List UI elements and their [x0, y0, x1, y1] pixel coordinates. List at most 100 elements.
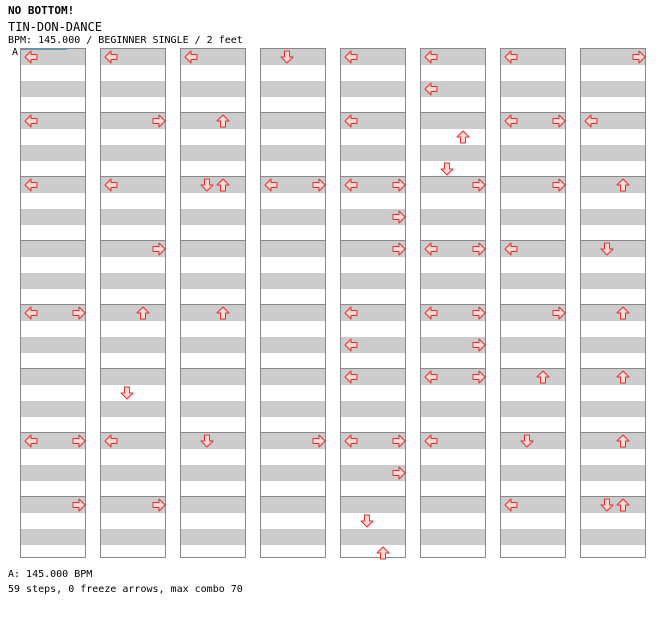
beat-stripe	[421, 401, 485, 417]
measure-line	[581, 176, 645, 177]
beat-stripe	[261, 209, 325, 225]
beat-stripe	[181, 49, 245, 65]
beat-stripe	[101, 209, 165, 225]
beat-stripe	[581, 337, 645, 353]
right-arrow-icon	[472, 242, 486, 256]
beat-stripe	[501, 465, 565, 481]
measure-line	[261, 112, 325, 113]
measure-line	[501, 496, 565, 497]
beat-stripe	[101, 81, 165, 97]
measure-line	[101, 432, 165, 433]
left-arrow-icon	[104, 50, 118, 64]
beat-stripe	[501, 529, 565, 545]
measure-line	[341, 112, 405, 113]
beat-stripe	[581, 145, 645, 161]
beat-stripe	[261, 401, 325, 417]
beat-stripe	[421, 529, 485, 545]
beat-stripe	[101, 273, 165, 289]
right-arrow-icon	[392, 466, 406, 480]
beat-stripe	[581, 529, 645, 545]
down-arrow-icon	[600, 242, 614, 256]
beat-stripe	[181, 209, 245, 225]
right-arrow-icon	[312, 178, 326, 192]
measure-line	[341, 368, 405, 369]
beat-stripe	[341, 49, 405, 65]
chart-column	[500, 48, 566, 558]
beat-stripe	[261, 465, 325, 481]
measure-line	[101, 304, 165, 305]
beat-stripe	[101, 401, 165, 417]
left-arrow-icon	[424, 434, 438, 448]
beat-stripe	[341, 465, 405, 481]
beat-stripe	[341, 113, 405, 129]
left-arrow-icon	[344, 338, 358, 352]
bpm-change-line	[21, 49, 67, 50]
left-arrow-icon	[344, 306, 358, 320]
measure-line	[21, 176, 85, 177]
up-arrow-icon	[376, 546, 390, 560]
beat-stripe	[21, 209, 85, 225]
right-arrow-icon	[152, 498, 166, 512]
beat-stripe	[341, 433, 405, 449]
down-arrow-icon	[600, 498, 614, 512]
beat-stripe	[181, 401, 245, 417]
chart-column	[580, 48, 646, 558]
left-arrow-icon	[424, 370, 438, 384]
beat-stripe	[101, 369, 165, 385]
measure-line	[101, 176, 165, 177]
beat-stripe	[261, 81, 325, 97]
measure-line	[581, 432, 645, 433]
beat-stripe	[581, 401, 645, 417]
beat-stripe	[501, 273, 565, 289]
beat-stripe	[501, 81, 565, 97]
beat-stripe	[341, 337, 405, 353]
right-arrow-icon	[552, 306, 566, 320]
right-arrow-icon	[552, 114, 566, 128]
left-arrow-icon	[344, 50, 358, 64]
down-arrow-icon	[200, 178, 214, 192]
beat-stripe	[421, 49, 485, 65]
right-arrow-icon	[152, 242, 166, 256]
measure-line	[421, 368, 485, 369]
measure-line	[581, 496, 645, 497]
beat-stripe	[21, 401, 85, 417]
measure-line	[501, 112, 565, 113]
beat-stripe	[261, 273, 325, 289]
measure-line	[21, 304, 85, 305]
beat-stripe	[501, 497, 565, 513]
left-arrow-icon	[24, 178, 38, 192]
measure-line	[421, 304, 485, 305]
left-arrow-icon	[184, 50, 198, 64]
up-arrow-icon	[216, 178, 230, 192]
beat-stripe	[341, 177, 405, 193]
up-arrow-icon	[616, 178, 630, 192]
measure-line	[501, 368, 565, 369]
measure-line	[421, 496, 485, 497]
measure-line	[21, 496, 85, 497]
beat-stripe	[421, 209, 485, 225]
beat-stripe	[21, 337, 85, 353]
up-arrow-icon	[536, 370, 550, 384]
beat-stripe	[501, 401, 565, 417]
measure-line	[181, 432, 245, 433]
beat-stripe	[501, 209, 565, 225]
measure-line	[101, 112, 165, 113]
beat-stripe	[181, 241, 245, 257]
up-arrow-icon	[616, 306, 630, 320]
measure-line	[261, 432, 325, 433]
right-arrow-icon	[632, 50, 646, 64]
measure-line	[421, 432, 485, 433]
down-arrow-icon	[200, 434, 214, 448]
measure-line	[261, 304, 325, 305]
beat-stripe	[21, 529, 85, 545]
beat-stripe	[421, 465, 485, 481]
beat-stripe	[581, 113, 645, 129]
right-arrow-icon	[552, 178, 566, 192]
left-arrow-icon	[24, 50, 38, 64]
beat-stripe	[341, 241, 405, 257]
chart-column	[100, 48, 166, 558]
beat-stripe	[181, 529, 245, 545]
beat-stripe	[101, 497, 165, 513]
beat-stripe	[501, 369, 565, 385]
measure-line	[581, 112, 645, 113]
